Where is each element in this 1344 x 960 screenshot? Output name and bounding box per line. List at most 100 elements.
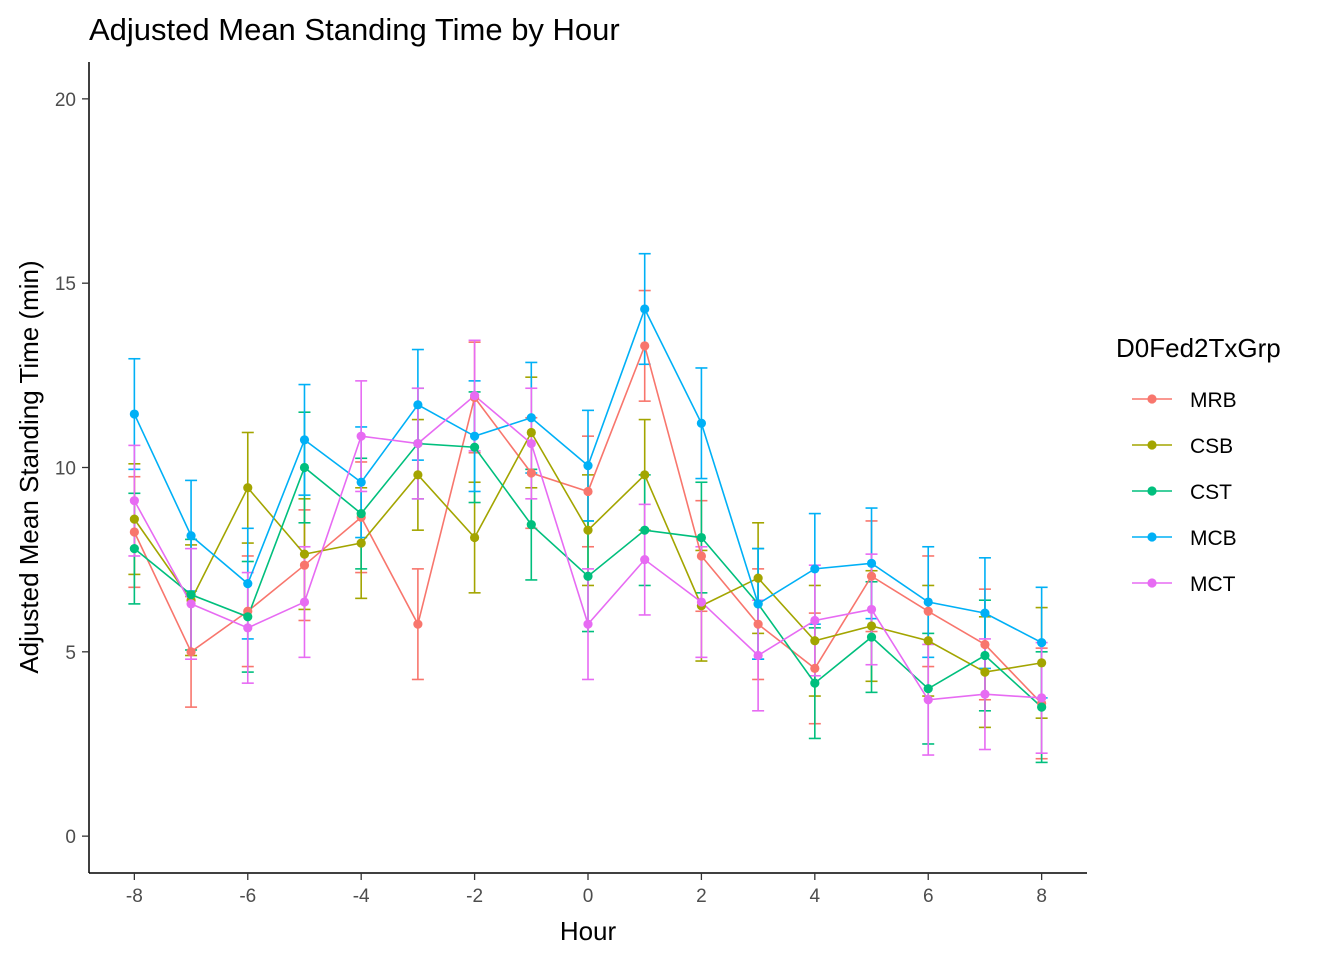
x-axis-title: Hour bbox=[560, 916, 617, 946]
legend-title: D0Fed2TxGrp bbox=[1116, 333, 1281, 363]
data-point-mcb bbox=[583, 461, 593, 471]
data-point-mct bbox=[299, 597, 310, 607]
y-tick-label: 15 bbox=[55, 274, 76, 295]
data-point-mcb bbox=[696, 418, 707, 428]
data-point-mct bbox=[810, 615, 820, 626]
data-point-cst bbox=[186, 590, 196, 600]
data-point-mrb bbox=[299, 560, 310, 570]
y-tick-label: 0 bbox=[65, 827, 76, 848]
series-points bbox=[129, 304, 1047, 712]
data-point-mcb bbox=[1037, 638, 1047, 648]
data-point-mcb bbox=[356, 477, 366, 487]
data-point-mcb bbox=[810, 564, 820, 574]
data-point-mct bbox=[753, 650, 763, 661]
data-point-csb bbox=[299, 549, 310, 559]
y-tick-label: 5 bbox=[65, 643, 76, 664]
data-point-mcb bbox=[640, 304, 650, 314]
x-tick-label: 4 bbox=[810, 886, 821, 907]
data-point-mcb bbox=[753, 599, 763, 609]
y-tick-label: 10 bbox=[55, 459, 76, 480]
data-point-cst bbox=[129, 544, 139, 554]
data-point-mct bbox=[866, 604, 877, 615]
data-point-mrb bbox=[526, 468, 536, 478]
data-point-cst bbox=[980, 650, 990, 661]
y-tick-label: 20 bbox=[55, 90, 76, 111]
data-point-cst bbox=[810, 678, 820, 688]
x-tick-label: -4 bbox=[353, 886, 370, 907]
data-point-cst bbox=[696, 532, 707, 543]
data-point-csb bbox=[640, 470, 650, 480]
data-point-csb bbox=[980, 667, 990, 677]
data-point-mct bbox=[186, 599, 196, 609]
data-point-csb bbox=[129, 514, 139, 524]
data-point-mct bbox=[923, 695, 933, 705]
data-point-mrb bbox=[696, 551, 707, 561]
data-point-csb bbox=[356, 538, 366, 548]
data-point-mcb bbox=[129, 409, 139, 419]
data-point-mct bbox=[243, 623, 253, 633]
x-tick-label: 6 bbox=[923, 886, 934, 907]
data-point-csb bbox=[810, 636, 820, 646]
data-point-mct bbox=[980, 689, 990, 699]
x-tick-label: 2 bbox=[696, 886, 707, 907]
data-point-cst bbox=[356, 508, 366, 519]
data-point-mct bbox=[526, 438, 536, 449]
legend-label-mcb: MCB bbox=[1190, 527, 1237, 550]
legend-label-csb: CSB bbox=[1190, 435, 1233, 458]
data-point-csb bbox=[583, 525, 593, 535]
data-point-mcb bbox=[526, 413, 536, 423]
legend-key-point-mrb bbox=[1147, 394, 1157, 404]
y-axis-ticks: 0 5 10 15 20 bbox=[55, 90, 89, 848]
plot-area bbox=[128, 252, 1048, 764]
data-point-csb bbox=[243, 483, 253, 493]
data-point-mct bbox=[129, 496, 139, 506]
legend-label-mrb: MRB bbox=[1190, 389, 1237, 412]
data-point-mrb bbox=[129, 527, 139, 537]
legend-items: MRB CSB CST MCB MCT bbox=[1132, 389, 1237, 596]
error-bars bbox=[128, 252, 1048, 764]
data-point-cst bbox=[923, 684, 933, 694]
data-point-cst bbox=[583, 571, 593, 581]
data-point-csb bbox=[526, 427, 536, 438]
legend-label-cst: CST bbox=[1190, 481, 1232, 504]
data-point-mrb bbox=[753, 619, 763, 629]
data-point-csb bbox=[753, 573, 763, 583]
data-point-mcb bbox=[923, 597, 933, 607]
x-tick-label: 0 bbox=[583, 886, 594, 907]
legend-key-point-mct bbox=[1147, 578, 1157, 588]
data-point-csb bbox=[866, 621, 877, 631]
data-point-mcb bbox=[413, 400, 423, 410]
data-point-csb bbox=[923, 636, 933, 646]
chart-title: Adjusted Mean Standing Time by Hour bbox=[89, 12, 620, 47]
data-point-cst bbox=[526, 520, 536, 530]
data-point-mcb bbox=[243, 579, 253, 589]
data-point-cst bbox=[1037, 702, 1047, 712]
x-tick-label: 8 bbox=[1036, 886, 1047, 907]
data-point-mrb bbox=[413, 619, 423, 629]
data-point-mrb bbox=[980, 639, 990, 650]
x-axis-ticks: -8 -6 -4 -2 0 2 4 6 8 bbox=[126, 873, 1047, 907]
data-point-mct bbox=[356, 431, 366, 441]
data-point-csb bbox=[1037, 658, 1047, 668]
data-point-mcb bbox=[469, 431, 480, 441]
legend: D0Fed2TxGrp MRB CSB CST MCB MCT bbox=[1116, 333, 1281, 596]
legend-key-point-mcb bbox=[1147, 532, 1157, 542]
y-axis-title: Adjusted Mean Standing Time (min) bbox=[14, 260, 44, 673]
legend-label-mct: MCT bbox=[1190, 573, 1236, 596]
data-point-mrb bbox=[810, 663, 820, 674]
data-point-mrb bbox=[583, 486, 593, 497]
data-point-mrb bbox=[923, 606, 933, 616]
legend-key-point-cst bbox=[1147, 486, 1157, 496]
data-point-mrb bbox=[186, 647, 196, 657]
data-point-csb bbox=[469, 532, 480, 543]
data-point-cst bbox=[866, 632, 877, 642]
data-point-mct bbox=[696, 597, 707, 607]
data-point-mct bbox=[640, 555, 650, 565]
x-tick-label: -8 bbox=[126, 886, 143, 907]
data-point-mrb bbox=[640, 341, 650, 351]
x-tick-label: -6 bbox=[239, 886, 256, 907]
data-point-mct bbox=[583, 619, 593, 629]
data-point-mct bbox=[469, 391, 480, 401]
x-tick-label: -2 bbox=[466, 886, 483, 907]
